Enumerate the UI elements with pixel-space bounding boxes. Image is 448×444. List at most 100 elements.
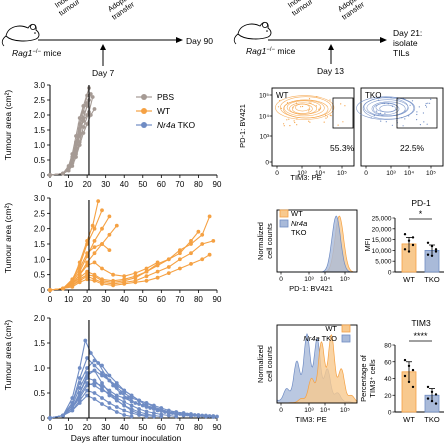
bar-chart-title: TIM3	[411, 318, 431, 328]
data-point	[74, 155, 78, 159]
x-tick-label: 0	[48, 295, 53, 304]
data-point	[92, 363, 97, 368]
event-dot	[325, 114, 327, 116]
legend-marker-wt	[141, 108, 147, 114]
replicate-point	[434, 393, 438, 396]
flow-xlabel: TIM3: PE	[290, 173, 321, 182]
data-point	[137, 412, 142, 416]
x-tick-label: 10³	[386, 170, 396, 177]
tils-label: TILs	[393, 48, 410, 58]
data-point	[81, 104, 86, 108]
legend-swatch-wt	[279, 209, 289, 218]
bar-chart-pd1: PD-1 0 5,000 10,000 15,000 20,000 25,000 MFI WT T…	[363, 198, 444, 284]
data-point	[92, 391, 97, 395]
replicate-point	[434, 250, 438, 253]
y-tick-label: 0.5	[34, 156, 46, 165]
x-tick-label: 10⁵	[426, 170, 436, 177]
data-point	[155, 262, 160, 266]
data-point	[92, 278, 97, 283]
data-point	[122, 413, 127, 417]
contour	[291, 103, 313, 114]
significance-label: *	[419, 209, 423, 219]
data-point	[81, 119, 86, 123]
x-tick-label: 10⁵	[337, 170, 347, 177]
event-dot	[292, 107, 294, 109]
event-dot	[296, 124, 298, 126]
growth-panel-tko: 0 0.5 1.0 1.5 2.0 0 10 20 30 40 50 60 70 80 90	[34, 314, 222, 432]
event-dot	[277, 106, 280, 108]
y-tick-label: 2.5	[34, 96, 46, 105]
data-point	[137, 407, 142, 411]
x-tick-label: 0	[48, 423, 53, 432]
histogram-ylabel: Normalized	[256, 222, 265, 260]
event-dot	[402, 125, 404, 127]
data-point	[100, 383, 104, 388]
legend-wt: WT	[157, 106, 170, 116]
data-point	[200, 257, 205, 262]
data-point	[70, 285, 75, 289]
data-point	[85, 122, 89, 126]
data-point	[48, 416, 52, 420]
data-point	[133, 275, 138, 280]
event-dot	[380, 120, 382, 122]
flow-plot-wt: WT 55.3% 0 10³ 10⁴ 10⁵ 0 10³ 10⁴ 10⁵	[259, 87, 355, 177]
data-point	[174, 412, 179, 416]
x-tick-label: 60	[157, 423, 166, 432]
replicate-point	[411, 236, 415, 239]
event-dot	[418, 106, 420, 108]
event-dot	[319, 107, 321, 109]
growth-ylabel: Tumour area (cm²)	[3, 320, 13, 391]
data-point	[92, 107, 97, 111]
x-tick-label: 90	[213, 295, 222, 304]
legend-marker-pbs	[141, 94, 147, 100]
x-tick-label: 90	[213, 180, 222, 189]
data-point	[92, 368, 97, 373]
flow-plot-tko: TKO 22.5% 0 10³ 10⁴ 10⁵	[356, 87, 444, 177]
x-tick-label: 10	[64, 295, 73, 304]
data-point	[70, 278, 75, 283]
data-point	[77, 396, 82, 400]
data-point	[189, 262, 193, 266]
data-point	[77, 376, 82, 380]
x-tick-label: 10³	[304, 276, 314, 283]
bar-chart-title: PD-1	[411, 198, 431, 208]
data-point	[144, 278, 149, 283]
y-tick-label: 3.0	[34, 194, 46, 203]
data-point	[61, 413, 65, 418]
day7-label: Day 7	[92, 68, 114, 78]
data-point	[189, 251, 193, 256]
category-label: TKO	[424, 415, 440, 424]
x-tick-label: 10³	[297, 170, 307, 177]
event-dot	[425, 106, 428, 108]
legend-label-tko: Nr4a TKO	[303, 334, 337, 343]
data-point	[189, 242, 193, 246]
event-dot	[383, 102, 385, 105]
y-tick-label: 25,000	[372, 216, 392, 223]
data-point	[70, 164, 75, 168]
replicate-point	[407, 364, 411, 368]
y-tick-label: 10⁵	[259, 93, 269, 100]
contour	[375, 102, 398, 113]
data-point	[189, 413, 193, 418]
event-dot	[404, 118, 406, 120]
growth-panel-pbs: 0 0.5 1.0 1.5 2.0 2.5 3.0 0 10 20 30 40 50 60 70 80 90	[34, 81, 222, 189]
data-point	[129, 403, 134, 408]
event-dot	[376, 110, 378, 112]
y-tick-label: 0	[41, 286, 46, 295]
y-tick-label: 80	[384, 343, 392, 350]
x-tick-label: 80	[194, 423, 203, 432]
y-tick-label: 10,000	[372, 248, 392, 255]
growth-ylabel: Tumour area (cm²)	[3, 203, 13, 274]
data-point	[85, 251, 89, 256]
data-point	[77, 266, 82, 271]
replicate-point	[426, 253, 430, 256]
event-dot	[326, 116, 329, 118]
event-dot	[391, 105, 393, 107]
legend-tko: Nr4a TKO	[157, 120, 196, 130]
contour	[356, 96, 416, 120]
event-dot	[340, 103, 342, 105]
replicate-point	[430, 254, 434, 257]
legend-swatch-tko	[341, 334, 351, 343]
data-point	[107, 373, 112, 378]
